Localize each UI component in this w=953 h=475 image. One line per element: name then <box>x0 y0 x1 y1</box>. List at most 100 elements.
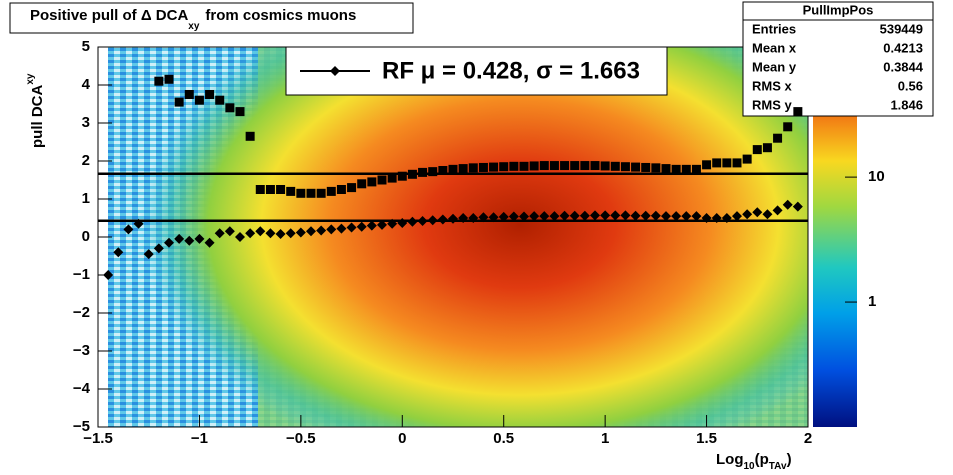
y-tick-label: −4 <box>73 380 91 397</box>
stats-label: RMS y <box>752 97 793 112</box>
sigma-marker <box>397 171 407 181</box>
sigma-marker <box>590 161 600 171</box>
mean-marker <box>488 212 499 223</box>
mean-marker <box>742 209 753 220</box>
mean-marker <box>701 213 712 223</box>
mean-marker <box>113 247 124 258</box>
mean-marker <box>427 215 438 226</box>
y-axis-label: pull DCAxy <box>25 73 46 148</box>
sigma-marker <box>519 161 529 171</box>
x-tick-label: −1.5 <box>83 430 113 447</box>
y-tick-label: −3 <box>73 342 90 359</box>
mean-marker <box>336 223 347 234</box>
mean-marker <box>356 221 367 232</box>
sigma-marker <box>722 158 732 168</box>
x-tick-label: −1 <box>191 430 208 447</box>
stats-value: 0.4213 <box>883 40 923 55</box>
x-tick-label: −0.5 <box>286 430 316 447</box>
mean-marker <box>407 216 418 227</box>
sigma-marker <box>610 161 620 171</box>
y-tick-label: −5 <box>73 418 90 435</box>
x-tick-label: 2 <box>804 430 812 447</box>
sigma-marker <box>580 161 590 171</box>
mean-marker <box>782 199 793 210</box>
sigma-marker <box>539 161 549 171</box>
sigma-marker <box>438 166 448 175</box>
sigma-marker <box>357 179 367 189</box>
mean-marker <box>752 207 763 218</box>
mean-marker <box>721 213 732 223</box>
sigma-marker <box>762 143 772 153</box>
mean-marker <box>711 213 722 223</box>
mean-marker <box>590 210 600 221</box>
stats-label: Entries <box>752 21 796 36</box>
mean-marker <box>306 226 316 237</box>
sigma-marker <box>509 161 519 171</box>
mean-marker <box>772 205 783 216</box>
z-tick-label: 10 <box>868 168 885 185</box>
sigma-marker <box>194 95 204 105</box>
mean-marker <box>661 211 671 222</box>
mean-marker <box>397 217 408 228</box>
x-tick-label: 1.5 <box>696 430 717 447</box>
sigma-marker <box>428 167 438 177</box>
y-tick-label: −1 <box>73 266 90 283</box>
sigma-marker <box>752 145 762 155</box>
y-tick-label: 4 <box>82 76 91 93</box>
mean-marker <box>519 211 529 222</box>
sigma-marker <box>458 164 468 174</box>
mean-marker <box>366 220 377 231</box>
sigma-marker <box>732 158 742 168</box>
stats-label: RMS x <box>752 78 793 93</box>
sigma-marker <box>549 161 559 171</box>
sigma-marker <box>671 164 681 174</box>
mean-marker <box>245 228 256 239</box>
sigma-marker <box>560 161 570 171</box>
legend-marker <box>330 66 340 76</box>
sigma-marker <box>651 163 661 173</box>
sigma-marker <box>661 164 671 174</box>
mean-marker <box>671 211 682 222</box>
mean-marker <box>610 210 621 221</box>
sigma-marker <box>600 161 610 171</box>
sigma-marker <box>478 162 488 172</box>
sigma-marker <box>255 185 265 194</box>
stats-value: 1.846 <box>890 97 923 112</box>
sigma-marker <box>448 164 458 174</box>
sigma-marker <box>154 76 164 86</box>
stats-label: Mean x <box>752 40 797 55</box>
mean-marker <box>377 219 387 230</box>
sigma-marker <box>489 162 499 172</box>
heatmap-background <box>108 47 808 427</box>
x-tick-label: 1 <box>601 430 609 447</box>
stats-label: Mean y <box>752 59 797 74</box>
sigma-marker <box>418 167 428 177</box>
mean-marker <box>295 227 306 238</box>
sigma-marker <box>336 185 346 194</box>
mean-marker <box>681 211 692 222</box>
mean-marker <box>508 211 519 222</box>
mean-marker <box>498 211 509 222</box>
sigma-marker <box>235 107 245 117</box>
sigma-marker <box>681 164 691 174</box>
mean-marker <box>549 211 560 222</box>
sigma-marker <box>499 162 509 172</box>
sigma-marker <box>783 122 793 132</box>
mean-marker <box>732 211 742 222</box>
sigma-marker <box>712 158 722 168</box>
mean-marker <box>275 228 286 239</box>
x-tick-label: 0.5 <box>493 430 514 447</box>
sigma-marker <box>225 103 235 113</box>
sigma-marker <box>205 90 215 99</box>
chart-title: Positive pull of Δ DCAxyfrom cosmics muo… <box>30 7 356 32</box>
mean-marker <box>326 224 337 235</box>
mean-marker <box>559 210 570 221</box>
mean-marker <box>539 211 550 222</box>
mean-marker <box>224 226 235 237</box>
sigma-marker <box>691 164 701 174</box>
sigma-marker <box>631 162 641 172</box>
y-tick-label: 0 <box>82 228 90 245</box>
sigma-marker <box>347 183 357 193</box>
mean-marker <box>630 210 641 221</box>
